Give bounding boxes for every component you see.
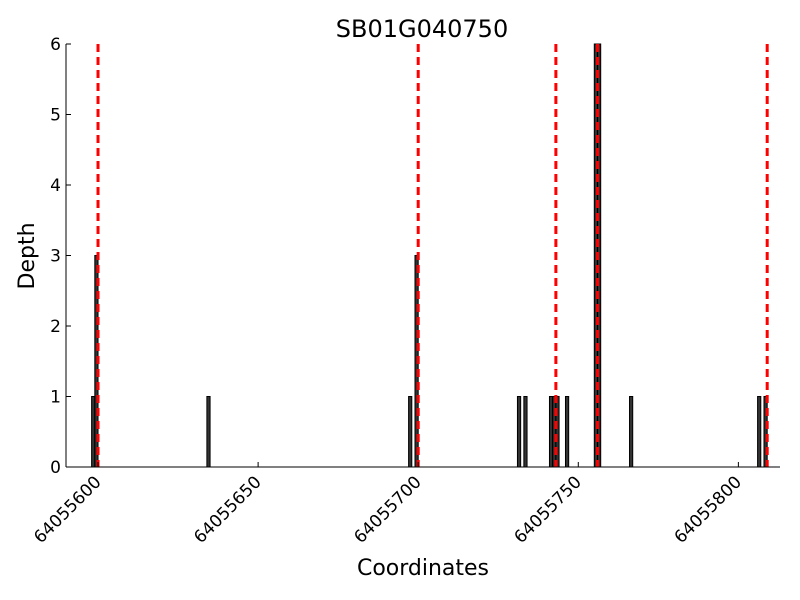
bar (564, 396, 570, 468)
x-tick-label: 64055800 (671, 472, 746, 547)
bar (555, 396, 560, 468)
bar (206, 396, 211, 468)
x-ticks-layer: 64055600 64055650 64055700 64055750 64055800 (30, 462, 746, 548)
bar (763, 396, 768, 468)
chart-title: SB01G040750 (336, 15, 508, 43)
y-axis-title: Depth (15, 222, 40, 289)
x-tick-label: 64055750 (510, 472, 585, 547)
reference-lines-layer (96, 44, 769, 467)
y-tick-label: 0 (50, 458, 61, 478)
y-tick-label: 1 (50, 388, 61, 408)
x-tick-label: 64055700 (350, 472, 425, 547)
y-tick-label: 3 (50, 247, 61, 267)
y-tick-label: 5 (50, 106, 61, 126)
y-ticks-layer: 0 1 2 3 4 5 6 (50, 35, 71, 478)
bar (629, 396, 634, 468)
bar (757, 396, 762, 468)
y-tick-label: 6 (50, 35, 61, 55)
x-tick-label: 64055650 (190, 472, 265, 547)
x-tick-label: 64055600 (30, 472, 105, 547)
bar (523, 396, 528, 468)
y-tick-label: 2 (50, 317, 61, 337)
bar (516, 396, 522, 468)
x-axis-title: Coordinates (357, 556, 489, 581)
bars-layer (91, 43, 768, 468)
y-tick-label: 4 (50, 176, 61, 196)
axes-layer (65, 44, 780, 468)
bar (408, 396, 413, 468)
